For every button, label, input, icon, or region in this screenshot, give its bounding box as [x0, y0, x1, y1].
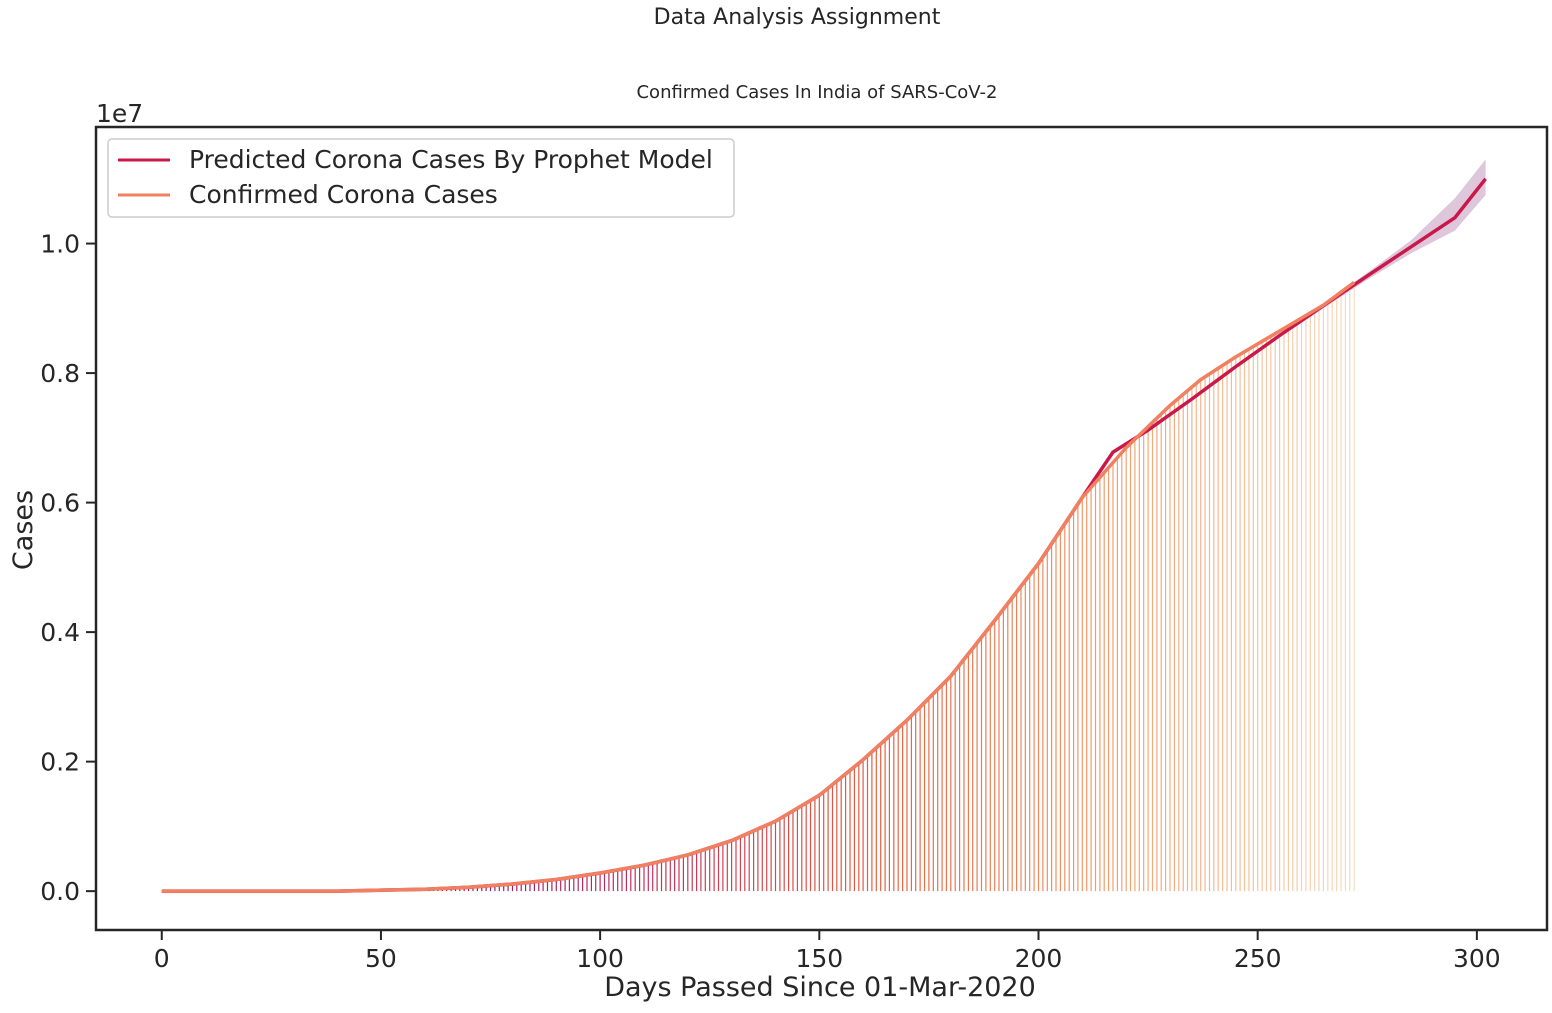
chart-title: Confirmed Cases In India of SARS-CoV-2 — [636, 82, 997, 103]
y-offset-label: 1e7 — [96, 99, 143, 128]
y-axis-label: Cases — [8, 490, 39, 570]
y-tick-label: 0.4 — [40, 618, 80, 647]
x-tick-label: 100 — [576, 944, 624, 973]
predicted-series-line — [161, 177, 1487, 893]
plot-area-frame — [94, 125, 1549, 932]
legend-label-predicted: Predicted Corona Cases By Prophet Model — [189, 145, 713, 174]
confidence-band-layer — [161, 159, 1486, 894]
x-tick-label: 200 — [1015, 944, 1063, 973]
x-axis-ticks: 0 50 100 150 200 250 300 — [154, 930, 1501, 973]
confirmed-series-line — [161, 280, 1356, 893]
line-layer — [161, 177, 1487, 893]
stem-layer — [340, 282, 1355, 892]
legend-frame — [107, 138, 735, 218]
y-tick-label: 0.6 — [40, 489, 80, 518]
prediction-confidence-band — [161, 159, 1486, 894]
x-tick-label: 150 — [795, 944, 843, 973]
figure-suptitle: Data Analysis Assignment — [654, 5, 941, 30]
legend-label-confirmed: Confirmed Corona Cases — [189, 180, 498, 209]
x-axis-label: Days Passed Since 01-Mar-2020 — [604, 972, 1036, 1003]
x-tick-label: 300 — [1453, 944, 1501, 973]
x-tick-label: 50 — [365, 944, 397, 973]
x-tick-label: 0 — [154, 944, 170, 973]
y-tick-label: 0.2 — [40, 748, 80, 777]
x-tick-label: 250 — [1234, 944, 1282, 973]
y-tick-label: 0.8 — [40, 359, 80, 388]
legend: Predicted Corona Cases By Prophet Model … — [107, 138, 735, 218]
y-tick-label: 1.0 — [40, 230, 80, 259]
y-axis-ticks: 0.0 0.2 0.4 0.6 0.8 1.0 — [40, 230, 96, 906]
y-tick-label: 0.0 — [40, 877, 80, 906]
